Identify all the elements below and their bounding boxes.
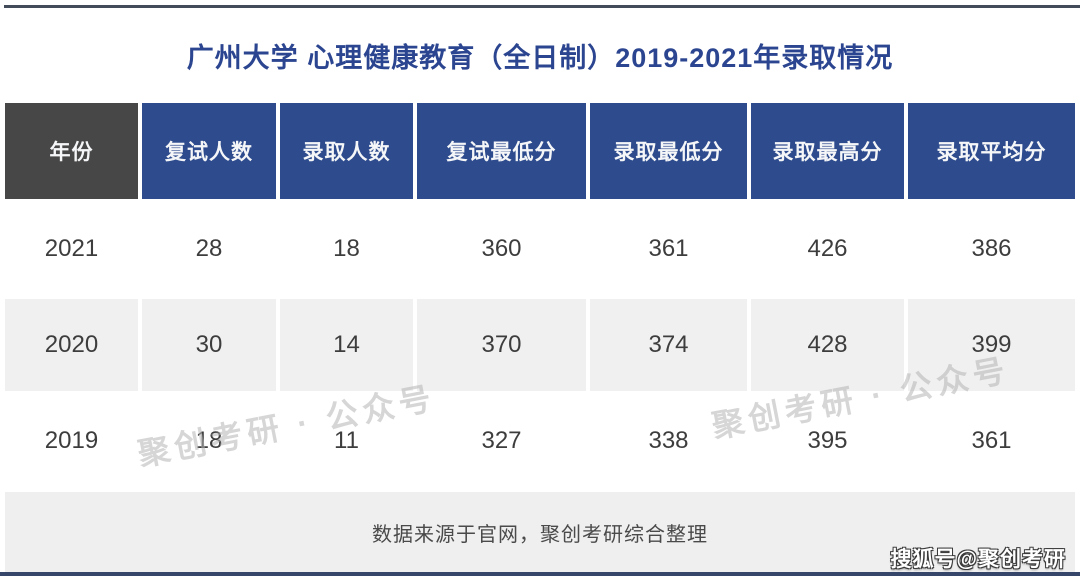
year-cell: 2021 bbox=[5, 203, 138, 295]
column-header-admit-count: 录取人数 bbox=[280, 103, 413, 199]
bottom-border-line bbox=[0, 572, 1080, 576]
data-cell: 338 bbox=[590, 395, 747, 487]
year-cell: 2019 bbox=[5, 395, 138, 487]
data-source-note: 数据来源于官网，聚创考研综合整理 bbox=[372, 523, 708, 546]
data-cell: 327 bbox=[417, 395, 586, 487]
column-header-admit-avg-score: 录取平均分 bbox=[908, 103, 1075, 199]
admissions-table: 年份 复试人数 录取人数 复试最低分 录取最低分 录取最高分 录取平均分 202… bbox=[5, 103, 1075, 487]
data-cell: 428 bbox=[751, 299, 904, 391]
data-cell: 28 bbox=[142, 203, 276, 295]
data-cell: 395 bbox=[751, 395, 904, 487]
column-header-admit-min-score: 录取最低分 bbox=[590, 103, 747, 199]
data-cell: 399 bbox=[908, 299, 1075, 391]
data-cell: 18 bbox=[142, 395, 276, 487]
data-cell: 426 bbox=[751, 203, 904, 295]
data-cell: 30 bbox=[142, 299, 276, 391]
data-cell: 386 bbox=[908, 203, 1075, 295]
data-cell: 14 bbox=[280, 299, 413, 391]
year-cell: 2020 bbox=[5, 299, 138, 391]
top-border-line bbox=[4, 5, 1080, 8]
column-header-year: 年份 bbox=[5, 103, 138, 199]
sohu-account-watermark: 搜狐号@聚创考研 bbox=[890, 548, 1066, 571]
data-cell: 374 bbox=[590, 299, 747, 391]
column-header-retest-min-score: 复试最低分 bbox=[417, 103, 586, 199]
data-cell: 18 bbox=[280, 203, 413, 295]
data-cell: 11 bbox=[280, 395, 413, 487]
data-cell: 360 bbox=[417, 203, 586, 295]
column-header-admit-max-score: 录取最高分 bbox=[751, 103, 904, 199]
data-cell: 361 bbox=[908, 395, 1075, 487]
data-cell: 370 bbox=[417, 299, 586, 391]
column-header-retest-count: 复试人数 bbox=[142, 103, 276, 199]
page-title: 广州大学 心理健康教育（全日制）2019-2021年录取情况 bbox=[186, 43, 894, 73]
footer-band: 数据来源于官网，聚创考研综合整理 bbox=[5, 492, 1075, 572]
data-cell: 361 bbox=[590, 203, 747, 295]
